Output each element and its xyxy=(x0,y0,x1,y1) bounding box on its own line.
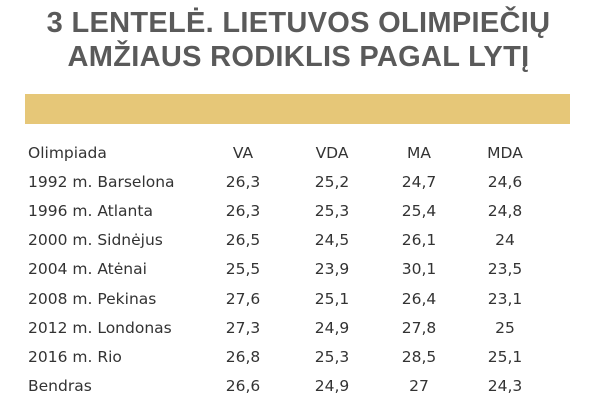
cell-vda: 25,3 xyxy=(314,347,350,366)
cell-ma: 28,5 xyxy=(401,347,437,366)
cell-mda: 24,6 xyxy=(487,172,523,191)
cell-ma: 30,1 xyxy=(401,260,437,279)
column-header-ma: MA xyxy=(407,143,431,162)
table-row: 2016 m. Rio 26,8 25,3 28,5 25,1 xyxy=(28,342,548,371)
cell-olimpiada: 2016 m. Rio xyxy=(28,347,122,366)
cell-ma: 27,8 xyxy=(401,318,437,337)
cell-ma: 26,1 xyxy=(401,231,437,250)
cell-olimpiada: 1996 m. Atlanta xyxy=(28,201,153,220)
cell-olimpiada: 2004 m. Atėnai xyxy=(28,260,147,279)
column-header-va: VA xyxy=(232,143,254,162)
cell-va: 26,3 xyxy=(225,172,261,191)
table-title-line-2: AMŽIAUS RODIKLIS PAGAL LYTĮ xyxy=(67,41,530,73)
cell-ma: 25,4 xyxy=(401,201,437,220)
cell-vda: 25,3 xyxy=(314,201,350,220)
table-row: 2000 m. Sidnėjus 26,5 24,5 26,1 24 xyxy=(28,226,548,255)
cell-vda: 23,9 xyxy=(314,260,350,279)
table-row: 2004 m. Atėnai 25,5 23,9 30,1 23,5 xyxy=(28,255,548,284)
age-table: Olimpiada VA VDA MA MDA 1992 m. Barselon… xyxy=(28,138,548,401)
cell-vda: 25,1 xyxy=(314,289,350,308)
cell-mda: 25 xyxy=(495,318,515,337)
cell-va: 27,3 xyxy=(225,318,261,337)
cell-mda: 23,5 xyxy=(487,260,523,279)
cell-va: 26,8 xyxy=(225,347,261,366)
table-header-row: Olimpiada VA VDA MA MDA xyxy=(28,138,548,167)
cell-vda: 24,9 xyxy=(314,377,350,396)
cell-olimpiada: 2012 m. Londonas xyxy=(28,318,172,337)
cell-vda: 24,9 xyxy=(314,318,350,337)
cell-olimpiada: 2008 m. Pekinas xyxy=(28,289,157,308)
cell-vda: 24,5 xyxy=(314,231,350,250)
cell-mda: 24,8 xyxy=(487,201,523,220)
header-band xyxy=(25,94,570,124)
cell-vda: 25,2 xyxy=(314,172,350,191)
column-header-vda: VDA xyxy=(315,143,349,162)
cell-va: 26,3 xyxy=(225,201,261,220)
table-row: 2012 m. Londonas 27,3 24,9 27,8 25 xyxy=(28,313,548,342)
cell-olimpiada: 2000 m. Sidnėjus xyxy=(28,231,163,250)
table-row-total: Bendras 26,6 24,9 27 24,3 xyxy=(28,372,548,401)
cell-va: 25,5 xyxy=(225,260,261,279)
cell-olimpiada: Bendras xyxy=(28,377,92,396)
cell-mda: 23,1 xyxy=(487,289,523,308)
cell-ma: 24,7 xyxy=(401,172,437,191)
table-row: 1992 m. Barselona 26,3 25,2 24,7 24,6 xyxy=(28,167,548,196)
cell-mda: 24 xyxy=(495,231,515,250)
cell-mda: 24,3 xyxy=(487,377,523,396)
table-title-line-1: 3 LENTELĖ. LIETUVOS OLIMPIEČIŲ xyxy=(46,7,551,39)
cell-ma: 27 xyxy=(409,377,429,396)
cell-va: 27,6 xyxy=(225,289,261,308)
table-row: 2008 m. Pekinas 27,6 25,1 26,4 23,1 xyxy=(28,284,548,313)
table-title: 3 LENTELĖ. LIETUVOS OLIMPIEČIŲ AMŽIAUS R… xyxy=(0,6,597,74)
cell-va: 26,5 xyxy=(225,231,261,250)
cell-mda: 25,1 xyxy=(487,347,523,366)
cell-va: 26,6 xyxy=(225,377,261,396)
cell-ma: 26,4 xyxy=(401,289,437,308)
column-header-olimpiada: Olimpiada xyxy=(28,143,107,162)
table-row: 1996 m. Atlanta 26,3 25,3 25,4 24,8 xyxy=(28,196,548,225)
column-header-mda: MDA xyxy=(487,143,523,162)
cell-olimpiada: 1992 m. Barselona xyxy=(28,172,175,191)
